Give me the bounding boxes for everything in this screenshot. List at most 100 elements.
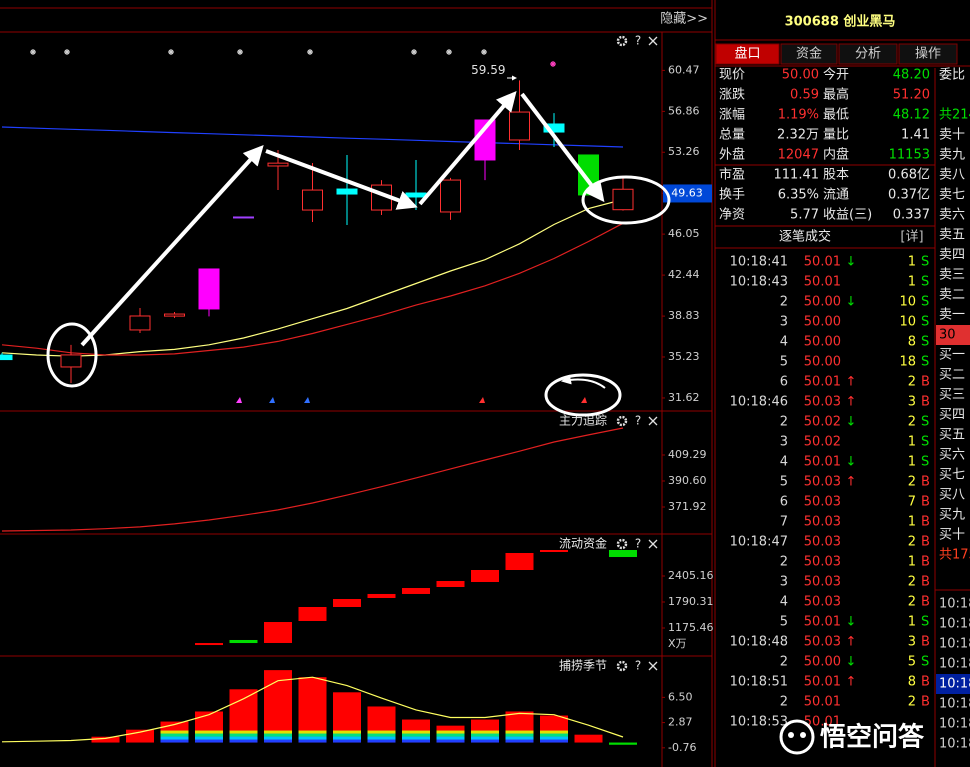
trade-volume: 2 bbox=[908, 475, 916, 490]
tab-bg[interactable] bbox=[780, 43, 838, 65]
help-icon[interactable]: ? bbox=[635, 34, 641, 48]
trade-side: S bbox=[921, 415, 929, 430]
trade-price: 50.01 bbox=[804, 455, 841, 470]
settings-icon[interactable] bbox=[616, 660, 628, 672]
trade-side: S bbox=[921, 455, 929, 470]
tab-bg[interactable] bbox=[715, 43, 780, 65]
indicator-line bbox=[1, 676, 624, 743]
tab[interactable]: 资金 bbox=[796, 46, 822, 62]
bar-stripe bbox=[402, 733, 430, 737]
trade-time: 7 bbox=[780, 515, 788, 530]
trade-side: B bbox=[921, 395, 930, 410]
trade-time: 6 bbox=[780, 375, 788, 390]
bar-stripe bbox=[505, 736, 534, 740]
trade-side: S bbox=[921, 355, 929, 370]
quote-value: 1.19% bbox=[778, 108, 819, 123]
trade-time: 5 bbox=[780, 355, 788, 370]
close-icon[interactable] bbox=[648, 36, 658, 46]
candle-body bbox=[60, 354, 82, 368]
candle-body bbox=[543, 123, 565, 133]
trade-side: S bbox=[921, 315, 929, 330]
candle-body bbox=[198, 268, 220, 310]
close-icon[interactable] bbox=[648, 416, 658, 426]
bar-stripe bbox=[264, 730, 292, 734]
candle-body bbox=[302, 189, 323, 211]
side-time: 10:18 bbox=[939, 677, 970, 692]
trade-price: 50.03 bbox=[804, 575, 841, 590]
quote-label: 外盘 bbox=[719, 147, 745, 163]
trade-price: 50.01 bbox=[804, 695, 841, 710]
trade-volume: 8 bbox=[908, 675, 916, 690]
bar-stripe bbox=[436, 739, 465, 743]
season-bar bbox=[609, 742, 637, 745]
side-time: 10:18 bbox=[939, 597, 970, 612]
help-icon[interactable]: ? bbox=[635, 537, 641, 551]
trade-side: S bbox=[921, 275, 929, 290]
side-time: 10:18 bbox=[939, 737, 970, 752]
bar-stripe bbox=[505, 730, 534, 734]
close-icon[interactable] bbox=[648, 661, 658, 671]
tab[interactable]: 分析 bbox=[855, 47, 881, 62]
hide-button[interactable]: 隐藏>> bbox=[660, 12, 708, 27]
trade-side: B bbox=[921, 595, 930, 610]
quote-value: 2.32万 bbox=[777, 128, 819, 143]
bar-stripe bbox=[436, 736, 465, 740]
price-tag: 49.63 bbox=[671, 186, 703, 199]
trade-time: 10:18:43 bbox=[730, 275, 788, 290]
trade-volume: 2 bbox=[908, 595, 916, 610]
help-icon[interactable]: ? bbox=[635, 414, 641, 428]
flow-bar bbox=[195, 643, 223, 646]
trade-arrow: ↑ bbox=[846, 475, 857, 490]
bar-stripe bbox=[471, 730, 499, 734]
trade-arrow: ↑ bbox=[846, 395, 857, 410]
tabs: 盘口 资金 分析 操作 bbox=[715, 43, 958, 65]
tab[interactable]: 盘口 bbox=[734, 46, 760, 62]
y-tick-label: 2405.16 bbox=[668, 569, 714, 582]
trade-volume: 18 bbox=[899, 355, 916, 370]
trade-time: 5 bbox=[780, 615, 788, 630]
trade-price: 50.00 bbox=[804, 355, 841, 370]
trade-price: 50.03 bbox=[804, 555, 841, 570]
trades-detail[interactable]: [详] bbox=[900, 230, 923, 245]
trade-price: 50.00 bbox=[804, 655, 841, 670]
quote-label: 市盈 bbox=[719, 167, 745, 183]
tab-bg[interactable] bbox=[898, 43, 958, 65]
tab[interactable]: 操作 bbox=[915, 46, 941, 62]
close-icon[interactable] bbox=[648, 539, 658, 549]
bar-stripe bbox=[540, 730, 568, 734]
help-icon[interactable]: ? bbox=[635, 659, 641, 673]
side-label: 30 bbox=[939, 328, 956, 343]
candle-body bbox=[267, 162, 289, 167]
side-label: 卖一 bbox=[939, 308, 965, 323]
tab-bg[interactable] bbox=[838, 43, 898, 65]
trade-time: 6 bbox=[780, 495, 788, 510]
flow-bar bbox=[505, 553, 534, 571]
bar-stripe bbox=[505, 739, 534, 743]
trade-volume: 1 bbox=[908, 555, 916, 570]
unit-label: X万 bbox=[668, 637, 687, 650]
settings-icon[interactable] bbox=[616, 538, 628, 550]
bar-stripe bbox=[264, 733, 292, 737]
trade-side: S bbox=[921, 335, 929, 350]
trade-side: B bbox=[921, 675, 930, 690]
trade-time: 2 bbox=[780, 695, 788, 710]
trade-price: 50.01 bbox=[804, 275, 841, 290]
candle-body bbox=[336, 188, 358, 195]
trade-price: 50.01 bbox=[804, 255, 841, 270]
settings-icon[interactable] bbox=[616, 35, 628, 47]
trade-side: B bbox=[921, 375, 930, 390]
season-bar bbox=[91, 736, 120, 743]
trade-side: S bbox=[921, 615, 929, 630]
trade-volume: 8 bbox=[908, 335, 916, 350]
quote-label: 收益(三) bbox=[823, 208, 872, 223]
trade-arrow: ↓ bbox=[846, 615, 857, 630]
side-label: 买九 bbox=[939, 508, 965, 523]
trade-side: S bbox=[921, 295, 929, 310]
settings-icon[interactable] bbox=[616, 415, 628, 427]
trade-time: 2 bbox=[780, 655, 788, 670]
quote-value: 0.59 bbox=[790, 88, 819, 103]
candle-body bbox=[233, 216, 254, 219]
bar-stripe bbox=[160, 736, 189, 740]
bar-stripe bbox=[195, 739, 223, 743]
